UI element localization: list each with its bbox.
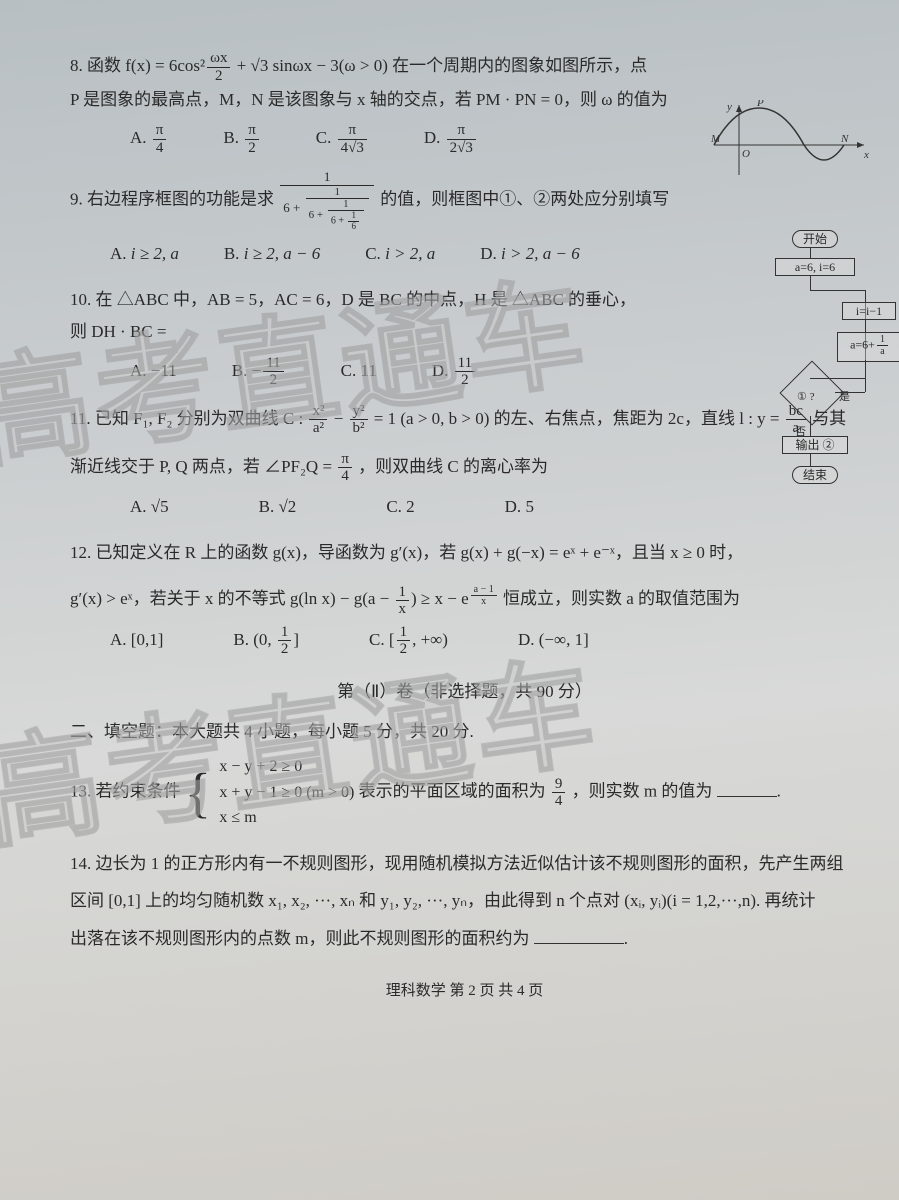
q14-text2: 区间 [0,1] 上的均匀随机数 x₁, x₂, ···, xₙ 和 y₁, y… [70,882,859,919]
q12-text2c: 恒成立，则实数 a 的取值范围为 [499,589,740,608]
q11-opt-d: D. 5 [505,491,534,523]
q13-text2: 表示的平面区域的面积为 [359,782,546,801]
svg-text:y: y [726,101,732,113]
q14-num: 14. [70,854,91,873]
fc-cond: ① ? [797,387,815,408]
q8-opt-c: C. π4√3 [316,122,369,156]
q11-options: A. √5 B. √2 C. 2 D. 5 [70,491,859,523]
fc-start: 开始 [792,230,838,248]
q10-options: A. −11 B. −112 C. 11 D. 112 [70,355,699,389]
fc-end: 结束 [792,466,838,484]
q9-text1: 右边程序框图的功能是求 [87,190,274,209]
q11-text2: 渐近线交于 P, Q 两点，若 ∠PF₂Q = [70,457,332,476]
q13-blank [717,780,777,797]
svg-text:O: O [742,148,750,160]
q10-opt-c: C. 11 [341,355,377,389]
q12-opt-b: B. (0, 12] [233,624,299,658]
svg-text:M: M [710,133,721,145]
q8-num: 8. [70,56,83,75]
q13-c3: x ≤ m [219,805,354,831]
q8-line2: P 是图象的最高点，M，N 是该图象与 x 轴的交点，若 PM · PN = 0… [70,84,689,116]
fc-yes: 是 [839,387,850,408]
q13-text1: 若约束条件 [96,782,181,801]
q12-text1: 已知定义在 R 上的函数 g(x)，导函数为 g′(x)，若 g(x) + g(… [96,543,744,562]
q9-num: 9. [70,190,83,209]
q11-opt-a: A. √5 [130,491,169,523]
q14-blank [534,927,624,944]
q12-opt-a: A. [0,1] [110,624,163,658]
q12-opt-d: D. (−∞, 1] [518,624,589,658]
q14-text3: 出落在该不规则图形内的点数 m，则此不规则图形的面积约为 [70,929,529,948]
q11-text2b: ，则双曲线 C 的离心率为 [358,457,548,476]
question-13: 13. 若约束条件 { x − y + 2 ≥ 0 x + y − 1 ≥ 0 … [70,754,859,831]
q9-opt-a: A. i ≥ 2, a [110,238,179,270]
q9-text2: 的值，则框图中①、②两处应分别填写 [380,190,669,209]
q12-text2b: ) ≥ x − e [411,589,469,608]
q10-opt-b: B. −112 [232,355,286,389]
fill-blank-title: 二、填空题：本大题共 4 小题，每小题 5 分，共 20 分. [70,716,859,748]
q12-text2a: g′(x) > eˣ，若关于 x 的不等式 g(ln x) − g(a − [70,589,394,608]
q10-num: 10. [70,290,91,309]
q12-options: A. [0,1] B. (0, 12] C. [12, +∞) D. (−∞, … [70,624,859,658]
q11-opt-c: C. 2 [386,491,414,523]
q10-text2: 则 DH · BC = [70,316,699,348]
q9-opt-c: C. i > 2, a [365,238,435,270]
question-14: 14. 边长为 1 的正方形内有一不规则图形，现用随机模拟方法近似估计该不规则图… [70,845,859,957]
fc-step1: i=i−1 [842,302,896,320]
q12-opt-c: C. [12, +∞) [369,624,448,658]
q8-text1: 函数 f(x) = 6cos² [87,56,205,75]
page-footer: 理科数学 第 2 页 共 4 页 [70,977,859,1006]
fc-step2: a=6+1a [837,332,899,362]
q9-opt-d: D. i > 2, a − 6 [480,238,579,270]
q11-text1b: = 1 (a > 0, b > 0) 的左、右焦点，焦距为 2c，直线 l : … [374,409,780,428]
q10-opt-a: A. −11 [130,355,177,389]
fc-init: a=6, i=6 [775,258,855,276]
flowchart: 开始 a=6, i=6 i=i−1 a=6+1a ① ? 是 否 输出 ② 结束 [737,230,877,490]
q14-text1: 边长为 1 的正方形内有一不规则图形，现用随机模拟方法近似估计该不规则图形的面积… [96,854,844,873]
q8-opt-a: A. π4 [130,122,168,156]
q13-c2: x + y − 1 ≥ 0 (m > 0) [219,780,354,806]
q13-c1: x − y + 2 ≥ 0 [219,754,354,780]
q13-text3: ，则实数 m 的值为 [572,782,713,801]
q8-text2: + √3 sinωx − 3(ω > 0) 在一个周期内的图象如图所示，点 [232,56,647,75]
q8-options: A. π4 B. π2 C. π4√3 D. π2√3 [70,122,689,156]
fc-out: 输出 ② [782,436,848,454]
q10-opt-d: D. 112 [432,355,477,389]
svg-text:N: N [840,133,849,145]
svg-text:P: P [756,100,764,109]
q8-opt-b: B. π2 [223,122,260,156]
q9-options: A. i ≥ 2, a B. i ≥ 2, a − 6 C. i > 2, a … [70,238,699,270]
sine-graph: x y P M O N [709,100,869,180]
q11-num: 11. [70,409,91,428]
q10-text1: 在 △ABC 中，AB = 5，AC = 6，D 是 BC 的中点，H 是 △A… [96,290,637,309]
question-12: 12. 已知定义在 R 上的函数 g(x)，导函数为 g′(x)，若 g(x) … [70,537,859,657]
section-2-title: 第（Ⅱ）卷（非选择题，共 90 分） [70,676,859,708]
q8-opt-d: D. π2√3 [424,122,478,156]
q9-opt-b: B. i ≥ 2, a − 6 [224,238,320,270]
svg-text:x: x [863,149,869,161]
q12-num: 12. [70,543,91,562]
q11-text1: 已知 F₁, F₂ 分别为双曲线 C : [95,409,303,428]
q11-opt-b: B. √2 [259,491,297,523]
q13-num: 13. [70,782,91,801]
